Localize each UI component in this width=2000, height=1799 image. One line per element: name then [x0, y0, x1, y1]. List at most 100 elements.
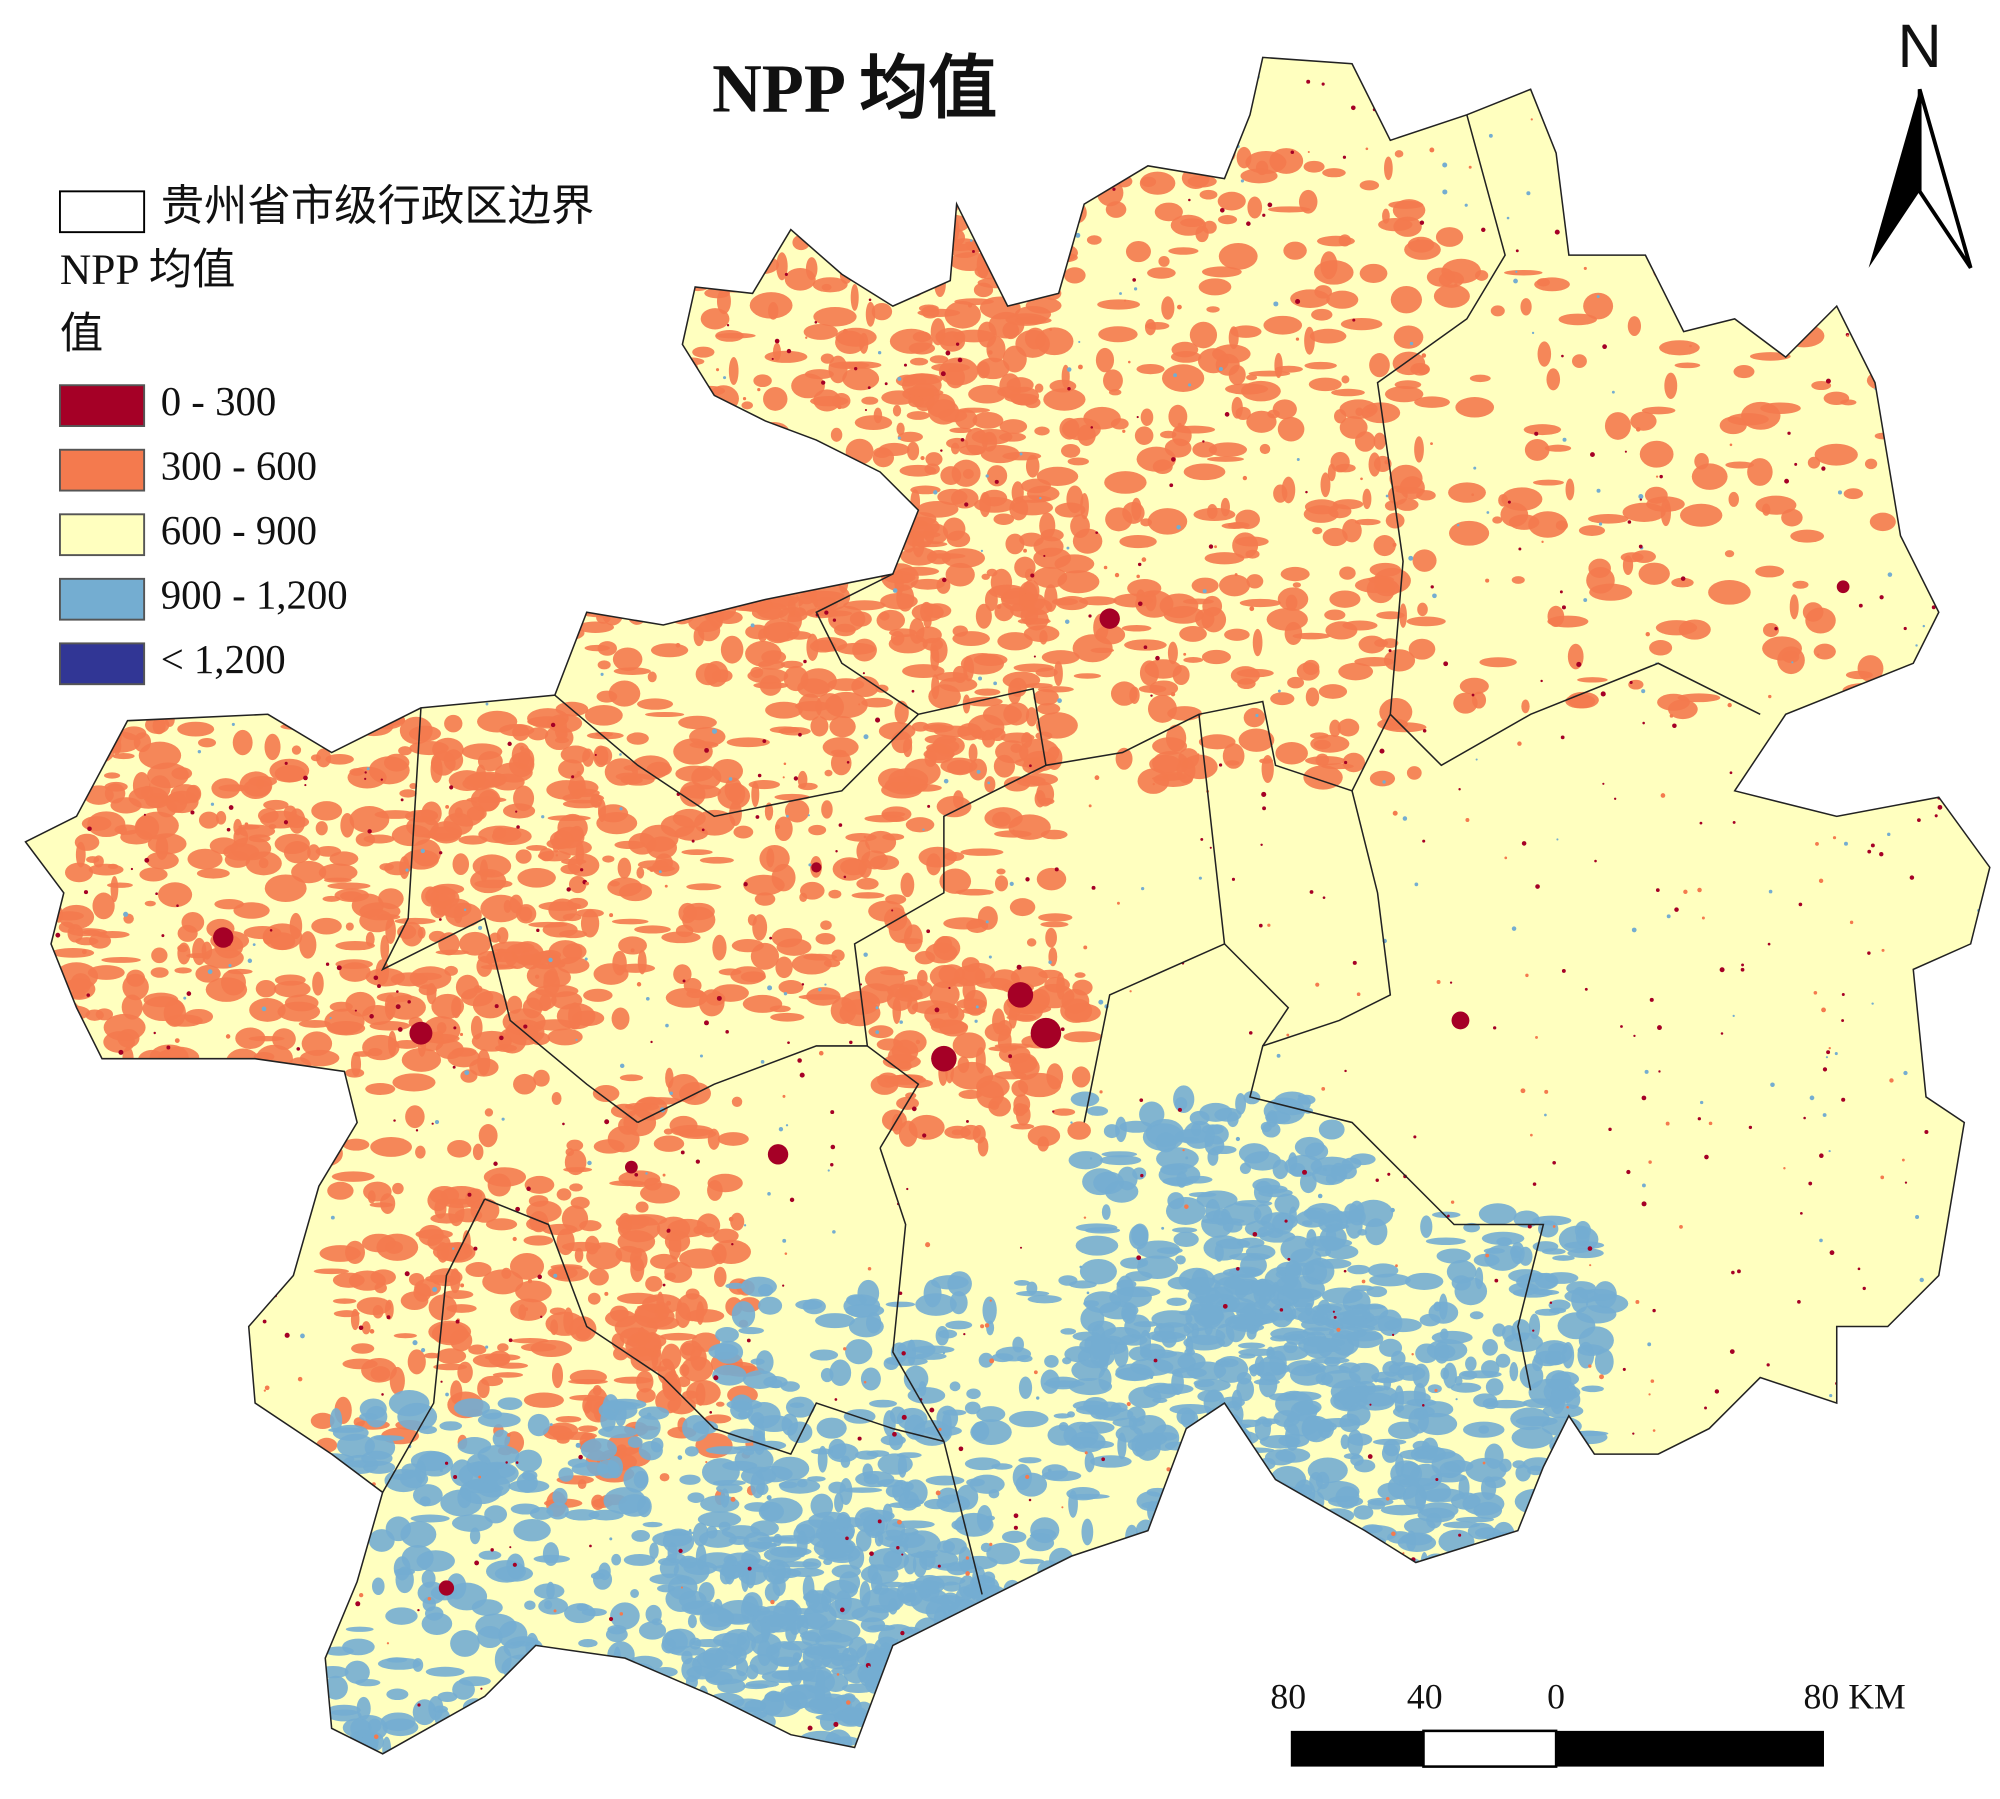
- raster-speck: [1856, 701, 1861, 707]
- raster-speck: [1508, 1559, 1512, 1563]
- raster-patch: [484, 1505, 508, 1524]
- raster-speck: [1270, 413, 1274, 418]
- raster-speck: [71, 1668, 77, 1674]
- raster-speck: [166, 1045, 171, 1050]
- raster-speck: [197, 749, 202, 754]
- raster-patch: [1267, 409, 1280, 419]
- raster-speck: [512, 1236, 517, 1242]
- raster-patch: [458, 1676, 491, 1687]
- raster-speck: [413, 102, 418, 107]
- raster-patch: [830, 427, 843, 442]
- raster-patch: [110, 797, 142, 814]
- raster-speck: [1540, 679, 1543, 683]
- raster-speck: [1188, 383, 1192, 387]
- raster-patch: [257, 808, 279, 823]
- raster-speck: [1531, 1634, 1534, 1637]
- raster-speck: [963, 1333, 966, 1336]
- raster-speck: [725, 465, 730, 470]
- raster-speck: [688, 1529, 692, 1532]
- raster-patch: [427, 1189, 449, 1212]
- raster-speck: [478, 925, 483, 930]
- raster-speck: [1036, 1751, 1041, 1754]
- raster-speck: [1379, 748, 1385, 754]
- raster-speck: [663, 433, 669, 438]
- raster-patch: [1523, 1640, 1535, 1651]
- raster-patch: [1570, 1524, 1604, 1548]
- raster-patch: [708, 1343, 739, 1360]
- raster-speck: [967, 303, 973, 308]
- raster-speck: [1655, 475, 1659, 478]
- raster-speck: [892, 1431, 897, 1437]
- raster-patch: [813, 306, 857, 327]
- raster-speck: [1413, 363, 1418, 369]
- raster-speck: [1008, 1054, 1013, 1059]
- raster-patch: [907, 1667, 944, 1683]
- raster-patch: [902, 1656, 911, 1676]
- raster-patch: [779, 565, 809, 590]
- raster-patch: [527, 1413, 550, 1437]
- raster-patch: [1309, 328, 1347, 344]
- raster-speck: [1039, 496, 1042, 500]
- raster-patch: [1558, 313, 1598, 326]
- raster-speck: [449, 299, 454, 304]
- raster-patch: [560, 864, 582, 875]
- raster-speck: [833, 1721, 839, 1727]
- raster-patch: [1399, 1449, 1430, 1460]
- raster-patch: [335, 941, 375, 951]
- raster-patch: [1327, 1691, 1348, 1715]
- raster-patch: [975, 1047, 986, 1074]
- raster-speck: [1953, 693, 1957, 697]
- raster-patch: [904, 758, 941, 786]
- raster-patch: [1534, 1308, 1561, 1316]
- raster-speck: [1074, 74, 1077, 78]
- raster-speck: [1455, 1398, 1458, 1401]
- raster-patch: [1733, 365, 1755, 379]
- raster-patch: [923, 1498, 950, 1510]
- raster-patch: [799, 502, 811, 527]
- raster-patch: [1305, 755, 1346, 766]
- raster-patch: [684, 1446, 699, 1457]
- raster-speck: [837, 405, 842, 410]
- raster-speck: [1119, 1746, 1123, 1750]
- raster-patch: [732, 1645, 743, 1659]
- raster-patch: [530, 1339, 573, 1358]
- raster-patch: [926, 549, 952, 565]
- raster-patch: [869, 1399, 897, 1408]
- raster-patch: [1336, 1526, 1372, 1545]
- raster-patch: [803, 590, 845, 601]
- raster-patch: [1259, 443, 1271, 455]
- raster-speck: [966, 1119, 969, 1123]
- raster-speck: [297, 1376, 303, 1382]
- raster-speck: [379, 375, 385, 380]
- raster-patch: [475, 1613, 517, 1639]
- raster-speck: [30, 140, 36, 146]
- raster-speck: [1811, 57, 1817, 61]
- raster-patch: [1310, 732, 1329, 739]
- raster-patch: [1245, 1478, 1269, 1501]
- raster-patch: [1012, 1336, 1024, 1353]
- raster-speck: [130, 867, 134, 871]
- raster-speck: [508, 414, 512, 417]
- raster-speck: [443, 547, 447, 552]
- raster-patch: [1667, 699, 1698, 720]
- raster-patch: [1570, 227, 1601, 234]
- raster-patch: [436, 1348, 467, 1364]
- raster-patch: [564, 1149, 587, 1176]
- raster-patch: [1033, 689, 1059, 706]
- raster-speck: [54, 675, 59, 679]
- raster-patch: [1043, 388, 1086, 411]
- raster-patch: [1383, 1598, 1425, 1609]
- raster-patch: [722, 1460, 758, 1471]
- raster-speck: [1642, 129, 1646, 133]
- raster-speck: [1141, 887, 1145, 891]
- raster-patch: [817, 1445, 828, 1473]
- raster-patch: [156, 799, 177, 818]
- raster-speck: [105, 698, 111, 704]
- raster-patch: [613, 1346, 629, 1361]
- raster-patch: [784, 511, 802, 530]
- raster-patch: [935, 936, 953, 954]
- raster-patch: [676, 562, 702, 572]
- raster-patch: [291, 860, 327, 884]
- raster-patch: [1838, 296, 1870, 321]
- raster-patch: [1224, 628, 1250, 641]
